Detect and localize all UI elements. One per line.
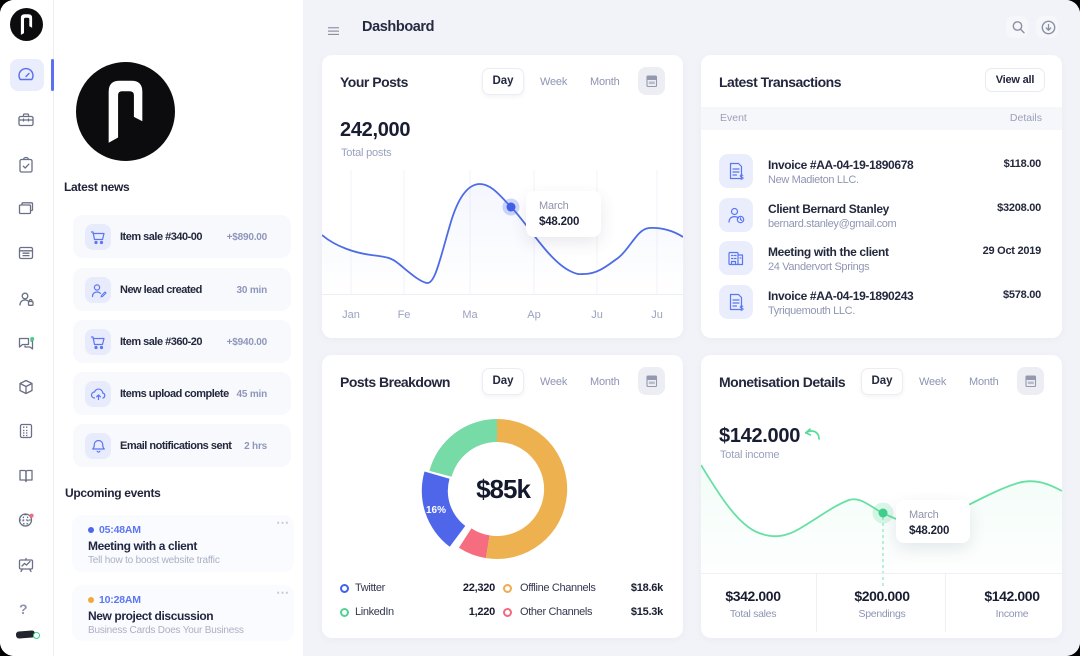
svg-text:Jan: Jan — [342, 309, 360, 321]
svg-text:$: $ — [740, 303, 745, 312]
svg-text:Ju: Ju — [651, 309, 663, 321]
svg-text:16%: 16% — [426, 505, 446, 516]
svg-text:Ap: Ap — [527, 309, 540, 321]
svg-text:Fe: Fe — [398, 309, 411, 321]
svg-text:Ju: Ju — [591, 309, 603, 321]
svg-text:Ma: Ma — [462, 309, 478, 321]
svg-text:$: $ — [740, 173, 745, 182]
svg-text:$85k: $85k — [476, 474, 531, 504]
